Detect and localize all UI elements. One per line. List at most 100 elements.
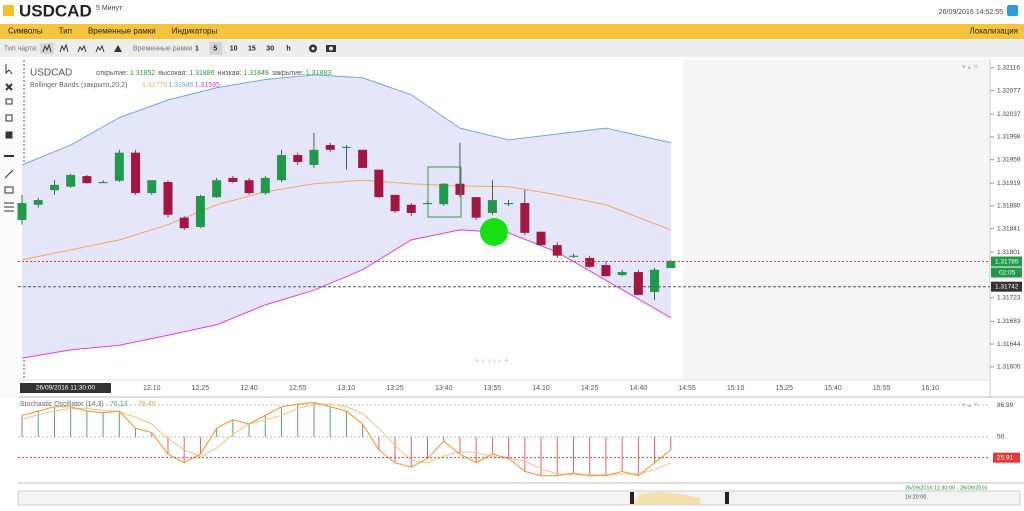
band-line — [21, 179, 671, 261]
candle-body — [568, 255, 578, 257]
start-time-box — [20, 383, 111, 393]
last-value: 25.91 — [997, 454, 1014, 461]
candle-body — [439, 183, 449, 205]
candle-body — [66, 174, 76, 187]
menu-item[interactable]: Локализация — [970, 27, 1018, 36]
timeframe-button[interactable]: 5 — [213, 45, 217, 52]
candle-body — [358, 149, 368, 168]
menu-item[interactable]: Временные рамки — [88, 27, 156, 36]
toolbar-label: Тип чарта: — [4, 45, 38, 52]
candle-body — [33, 200, 43, 205]
candle-body — [471, 197, 481, 218]
y-tick-label: 1.31683 — [997, 318, 1021, 325]
navigator-range: 26/09/2016 11:30:00 - 26/09/2016 — [905, 485, 987, 491]
x-tick-label: 13:40 — [435, 385, 453, 392]
indicator-value: 76.13 — [110, 401, 128, 408]
nav-arrows[interactable]: + ‹ › › ‹ + — [474, 355, 509, 365]
navigator-handle[interactable] — [630, 492, 634, 504]
x-tick-label: 12:10 — [143, 385, 161, 392]
crosshair-box — [991, 281, 1022, 292]
menu-item[interactable]: Индикаторы — [172, 27, 218, 36]
timeframe-button[interactable]: h — [286, 45, 290, 52]
symbol-title: USDCAD — [19, 1, 92, 20]
x-tick-label: 15:55 — [873, 385, 891, 392]
x-tick-label: 13:55 — [484, 385, 502, 392]
x-tick-label: 16:10 — [922, 385, 940, 392]
candle-body — [325, 145, 335, 150]
x-tick-label: 13:10 — [338, 385, 356, 392]
navigator[interactable] — [17, 490, 1021, 506]
menu-item[interactable]: Символы — [8, 27, 43, 36]
stoch-line — [21, 403, 672, 476]
candle-body — [98, 181, 108, 184]
y-tick-label: 86.99 — [997, 402, 1014, 409]
x-tick-label: 14:25 — [581, 385, 599, 392]
drawing-tools[interactable] — [4, 64, 14, 212]
datetime: 26/09/2016 14:52:55 — [939, 9, 1003, 16]
y-tick-label: 1.31605 — [997, 364, 1021, 371]
x-tick-label: 15:10 — [727, 385, 745, 392]
header — [0, 0, 1024, 23]
candle-body — [163, 181, 173, 215]
candle-body — [374, 169, 384, 198]
navigator-handle[interactable] — [725, 492, 729, 504]
timeframe-button[interactable]: 1 — [195, 45, 199, 52]
candle-body — [552, 245, 562, 256]
last-price-box — [991, 256, 1022, 267]
skype-icon[interactable] — [1007, 5, 1018, 16]
band-line — [21, 229, 672, 359]
indicator-value: 79.40 — [138, 401, 156, 408]
y-tick-label: 50 — [997, 434, 1005, 441]
legend-value: 1.31945 — [168, 82, 193, 89]
candle-body — [601, 265, 611, 277]
candle-body — [147, 180, 157, 194]
settings-icons[interactable] — [309, 44, 336, 53]
y-tick-label: 1.32116 — [997, 65, 1020, 72]
band-line — [21, 74, 671, 166]
toolbar-label: Временные рамки — [133, 45, 192, 52]
legend-label: высокая: — [158, 70, 187, 77]
logo — [3, 5, 14, 16]
candle-body — [212, 180, 222, 198]
future-area — [683, 60, 990, 380]
y-tick-label: 1.31919 — [997, 180, 1021, 187]
y-tick-label: 1.31644 — [997, 341, 1021, 348]
candle-body — [228, 177, 238, 182]
x-tick-label: 15:25 — [776, 385, 794, 392]
candle-body — [666, 260, 676, 268]
x-tick-label: 14:40 — [630, 385, 648, 392]
legend-value: 1.31770 — [142, 82, 167, 89]
candle-body — [617, 272, 627, 275]
candle-body — [406, 204, 416, 213]
candle-body — [82, 176, 92, 184]
signal-marker — [480, 218, 508, 246]
indicator-name: Bollinger Bands (закрыто,20,2) — [30, 82, 127, 89]
svg-text:▾ ▴ ✕: ▾ ▴ ✕ — [962, 64, 979, 71]
candle-body — [49, 184, 59, 191]
candle-body — [131, 152, 141, 194]
candle-body — [293, 155, 303, 163]
x-tick-label: 14:55 — [678, 385, 696, 392]
chart-type-icons[interactable] — [40, 43, 122, 54]
candle-body — [260, 177, 270, 194]
candle-body — [309, 149, 319, 165]
drawn-rectangle[interactable] — [427, 166, 462, 218]
timeframe-button[interactable]: 15 — [248, 45, 256, 52]
menu-item[interactable]: Тип — [59, 27, 72, 36]
chart-symbol: USDCAD — [30, 68, 72, 79]
last-value-box — [993, 452, 1020, 463]
y-tick-label: 1.31801 — [997, 249, 1021, 256]
candle-body — [244, 180, 254, 194]
timeframe-button[interactable]: 10 — [230, 45, 238, 52]
start-time: 26/09/2016 11:30:00 — [36, 385, 96, 392]
legend-value: 1.31886 — [189, 70, 214, 77]
band-fill — [22, 74, 671, 359]
legend-label: открытие: — [96, 70, 128, 77]
tool-column — [0, 58, 18, 398]
navigator-area — [632, 492, 700, 504]
timeframe-button[interactable]: 30 — [266, 45, 274, 52]
x-tick-label: 15:40 — [824, 385, 842, 392]
countdown: 02:05 — [999, 269, 1016, 276]
y-tick-label: 1.31959 — [997, 156, 1021, 163]
